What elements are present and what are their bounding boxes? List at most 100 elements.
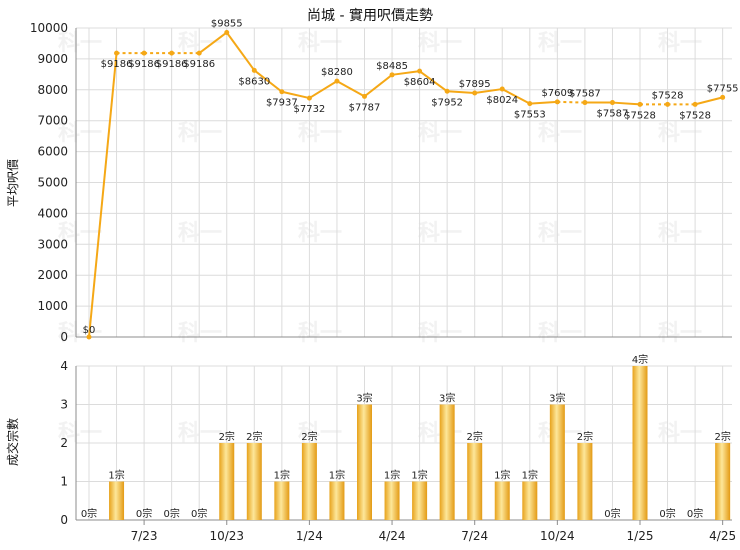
bar	[632, 366, 648, 520]
series-line-segment	[225, 31, 256, 71]
series-line-segment	[501, 88, 531, 105]
series-point	[637, 101, 643, 107]
bar	[522, 481, 538, 520]
point-data-label: $0	[83, 325, 96, 336]
bar	[494, 481, 510, 520]
point-data-label: $7587	[569, 89, 601, 100]
series-line-segment	[529, 100, 558, 105]
bar	[467, 443, 483, 520]
series-point	[114, 50, 120, 56]
point-data-label: $7952	[431, 97, 463, 108]
watermark-text: 科一	[298, 121, 342, 146]
series-point	[362, 93, 367, 99]
bar-data-label: 3宗	[356, 392, 372, 405]
series-point	[306, 95, 312, 101]
bar	[384, 481, 400, 520]
series-point	[196, 50, 202, 56]
watermark-text: 科一	[298, 221, 342, 246]
bar-data-label: 0宗	[191, 507, 207, 520]
series-point	[692, 101, 698, 107]
point-data-label: $8280	[321, 67, 353, 78]
series-point	[554, 99, 560, 105]
y-tick-label-price: 0	[60, 330, 68, 344]
bar	[577, 443, 593, 520]
watermark-text: 科一	[58, 221, 102, 246]
point-data-label: $8024	[486, 95, 518, 106]
watermark-text: 科一	[58, 421, 102, 446]
y-tick-label-count: 1	[60, 475, 68, 489]
y-tick-label-price: 2000	[37, 268, 68, 282]
y-tick-label-price: 9000	[37, 52, 68, 66]
watermark-text: 科一	[58, 121, 102, 146]
y-tick-label-price: 4000	[37, 206, 68, 220]
x-tick-label: 10/24	[540, 529, 575, 543]
point-data-label: $7528	[624, 110, 656, 121]
series-line-segment	[447, 90, 475, 95]
bar-data-label: 0宗	[604, 507, 620, 520]
bar	[329, 481, 345, 520]
bar	[549, 404, 565, 520]
watermark-text: 科一	[178, 221, 222, 246]
bar	[715, 443, 731, 520]
series-point	[582, 100, 588, 106]
line-layer	[86, 29, 726, 340]
point-data-label: $7732	[293, 104, 325, 115]
bar-data-label: 1宗	[274, 469, 290, 482]
bar-data-label: 0宗	[136, 507, 152, 520]
series-line-segment	[557, 100, 585, 104]
watermark-text: 科一	[298, 31, 342, 56]
series-line-segment	[88, 53, 118, 338]
point-data-label: $9186	[183, 59, 215, 70]
series-point	[169, 50, 175, 56]
bar-data-label: 0宗	[687, 507, 703, 520]
bar-data-label: 1宗	[494, 469, 510, 482]
watermark-text: 科一	[298, 421, 342, 446]
series-point	[527, 101, 533, 107]
series-line-segment	[694, 96, 723, 106]
bar-data-label: 1宗	[108, 469, 124, 482]
series-line-segment	[391, 70, 420, 76]
watermark-text: 科一	[538, 221, 582, 246]
series-point	[389, 72, 395, 78]
watermark-text: 科一	[58, 31, 102, 56]
point-data-label: $9186	[156, 59, 188, 70]
x-tick-label: 7/23	[131, 529, 158, 543]
bar	[274, 481, 290, 520]
series-point	[141, 50, 147, 56]
point-data-label: $7895	[459, 79, 491, 90]
series-point	[86, 334, 92, 340]
bar-data-label: 2宗	[301, 430, 317, 443]
bar	[439, 404, 455, 520]
x-tick-label: 1/25	[627, 529, 654, 543]
y-tick-label-price: 5000	[37, 176, 68, 190]
bar-data-label: 0宗	[81, 507, 97, 520]
watermark-text: 科一	[178, 421, 222, 446]
series-line-segment	[253, 69, 283, 93]
series-line-segment	[474, 88, 503, 95]
watermark-text: 科一	[418, 31, 462, 56]
y-tick-label-count: 4	[60, 359, 68, 373]
y-axis-label-price: 平均呎價	[6, 159, 20, 207]
grid-layer: 0100020003000400050006000700080009000100…	[30, 21, 732, 527]
point-data-label: $9186	[128, 59, 160, 70]
series-point	[665, 101, 671, 107]
point-data-label: $8485	[376, 61, 408, 72]
point-data-label: $7609	[541, 88, 573, 99]
bar-data-label: 1宗	[411, 469, 427, 482]
watermark-text: 科一	[298, 321, 342, 346]
y-tick-label-count: 0	[60, 513, 68, 527]
watermark-text: 科一	[418, 321, 462, 346]
bar-data-label: 3宗	[549, 392, 565, 405]
bar-data-label: 1宗	[522, 469, 538, 482]
bar-data-label: 2宗	[219, 430, 235, 443]
series-point	[499, 86, 505, 92]
labels-layer: 7/23 10/23 1/24 4/24 7/24 10/24 1/25 4/25 0宗 1宗 0宗…	[81, 18, 739, 543]
series-line-segment	[419, 70, 448, 93]
bar-data-label: 1宗	[384, 469, 400, 482]
y-tick-label-count: 3	[60, 398, 68, 412]
series-point	[444, 88, 450, 94]
y-tick-label-price: 1000	[37, 299, 68, 313]
bar-data-label: 0宗	[163, 507, 179, 520]
